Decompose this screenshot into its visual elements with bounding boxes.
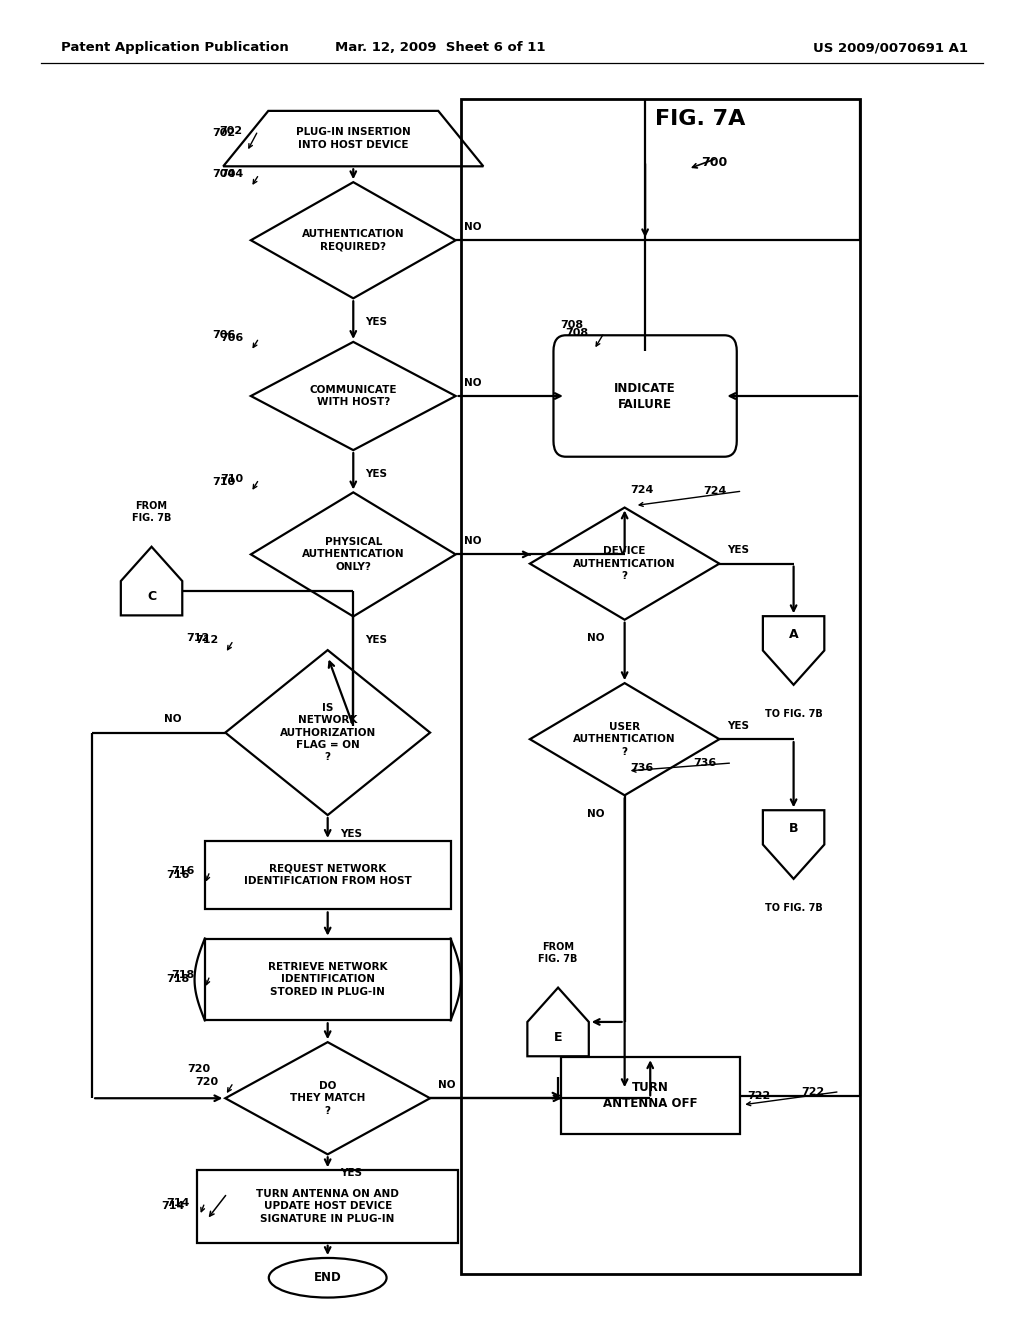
Text: 712: 712 — [195, 635, 218, 645]
Text: YES: YES — [340, 829, 361, 838]
Text: 720: 720 — [186, 1064, 210, 1074]
Text: US 2009/0070691 A1: US 2009/0070691 A1 — [813, 41, 969, 54]
Text: USER
AUTHENTICATION
?: USER AUTHENTICATION ? — [573, 722, 676, 756]
Text: NO: NO — [464, 378, 481, 388]
Text: 700: 700 — [701, 156, 728, 169]
Text: NO: NO — [438, 1080, 456, 1090]
Text: DEVICE
AUTHENTICATION
?: DEVICE AUTHENTICATION ? — [573, 546, 676, 581]
Text: NO: NO — [587, 634, 604, 643]
Text: YES: YES — [366, 635, 387, 645]
Text: 714: 714 — [161, 1201, 184, 1212]
Text: 736: 736 — [630, 763, 653, 774]
Text: YES: YES — [727, 545, 750, 556]
Text: 724: 724 — [630, 484, 653, 495]
Text: PHYSICAL
AUTHENTICATION
ONLY?: PHYSICAL AUTHENTICATION ONLY? — [302, 537, 404, 572]
Text: B: B — [788, 822, 799, 836]
Text: COMMUNICATE
WITH HOST?: COMMUNICATE WITH HOST? — [309, 385, 397, 407]
Text: RETRIEVE NETWORK
IDENTIFICATION
STORED IN PLUG-IN: RETRIEVE NETWORK IDENTIFICATION STORED I… — [268, 962, 387, 997]
Text: YES: YES — [340, 1168, 361, 1177]
Text: REQUEST NETWORK
IDENTIFICATION FROM HOST: REQUEST NETWORK IDENTIFICATION FROM HOST — [244, 865, 412, 886]
Text: 714: 714 — [166, 1197, 189, 1208]
Text: AUTHENTICATION
REQUIRED?: AUTHENTICATION REQUIRED? — [302, 230, 404, 251]
Text: TO FIG. 7B: TO FIG. 7B — [765, 709, 822, 718]
Text: A: A — [788, 628, 799, 642]
Text: NO: NO — [587, 809, 604, 818]
Text: NO: NO — [464, 536, 481, 546]
Text: 708: 708 — [565, 327, 589, 338]
Bar — [561, 1057, 739, 1134]
Text: END: END — [313, 1271, 342, 1284]
Text: NO: NO — [464, 222, 481, 232]
Text: Mar. 12, 2009  Sheet 6 of 11: Mar. 12, 2009 Sheet 6 of 11 — [335, 41, 546, 54]
Text: INDICATE
FAILURE: INDICATE FAILURE — [614, 381, 676, 411]
Text: E: E — [554, 1031, 562, 1044]
Text: 706: 706 — [212, 330, 236, 341]
Text: 704: 704 — [220, 169, 244, 180]
Text: NO: NO — [164, 714, 181, 725]
Text: 712: 712 — [186, 632, 210, 643]
Text: YES: YES — [366, 317, 387, 327]
Text: FROM
FIG. 7B: FROM FIG. 7B — [132, 502, 171, 523]
Text: 722: 722 — [801, 1086, 824, 1097]
Bar — [197, 1171, 459, 1243]
Text: YES: YES — [727, 721, 750, 731]
Text: 720: 720 — [195, 1077, 218, 1088]
Text: FROM
FIG. 7B: FROM FIG. 7B — [539, 942, 578, 964]
Bar — [205, 841, 451, 909]
Text: 706: 706 — [220, 333, 244, 343]
Text: 718: 718 — [171, 970, 195, 981]
Text: 716: 716 — [166, 870, 189, 880]
Bar — [461, 99, 860, 1274]
Text: 722: 722 — [748, 1090, 771, 1101]
Text: TO FIG. 7B: TO FIG. 7B — [765, 903, 822, 912]
Text: 702: 702 — [212, 128, 236, 139]
Bar — [205, 939, 451, 1020]
Text: 708: 708 — [560, 319, 584, 330]
Text: 710: 710 — [220, 474, 244, 484]
Text: 716: 716 — [171, 866, 195, 876]
Text: 736: 736 — [693, 758, 717, 768]
Text: TURN ANTENNA ON AND
UPDATE HOST DEVICE
SIGNATURE IN PLUG-IN: TURN ANTENNA ON AND UPDATE HOST DEVICE S… — [256, 1189, 399, 1224]
Text: 704: 704 — [212, 169, 236, 180]
Text: C: C — [147, 590, 156, 603]
Text: IS
NETWORK
AUTHORIZATION
FLAG = ON
?: IS NETWORK AUTHORIZATION FLAG = ON ? — [280, 702, 376, 763]
Text: 702: 702 — [219, 125, 243, 136]
Text: TURN
ANTENNA OFF: TURN ANTENNA OFF — [603, 1081, 697, 1110]
Text: FIG. 7A: FIG. 7A — [655, 108, 745, 129]
Text: Patent Application Publication: Patent Application Publication — [61, 41, 289, 54]
Text: 710: 710 — [212, 477, 236, 487]
Text: 718: 718 — [166, 974, 189, 985]
Text: 724: 724 — [703, 486, 727, 496]
Text: YES: YES — [366, 469, 387, 479]
Text: PLUG-IN INSERTION
INTO HOST DEVICE: PLUG-IN INSERTION INTO HOST DEVICE — [296, 128, 411, 149]
Text: DO
THEY MATCH
?: DO THEY MATCH ? — [290, 1081, 366, 1115]
